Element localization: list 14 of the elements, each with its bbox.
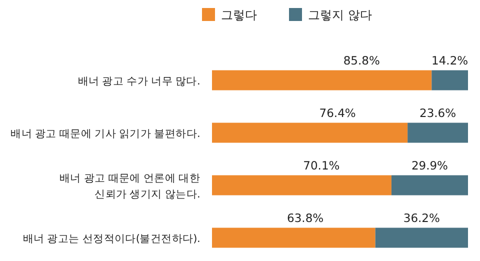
- y-tick-label: 배너 광고 때문에 기사 읽기가 불편하다.: [10, 128, 200, 140]
- y-tick-label: 배너 광고 때문에 언론에 대한 신뢰가 생기지 않는다.: [59, 172, 200, 200]
- data-label: 63.8%: [287, 210, 324, 225]
- data-label: 29.9%: [411, 158, 448, 172]
- data-label: 14.2%: [432, 53, 468, 68]
- data-label: 23.6%: [420, 106, 456, 120]
- data-label: 85.8%: [343, 53, 380, 68]
- data-label: 70.1%: [303, 158, 340, 172]
- data-label: 76.4%: [319, 106, 356, 120]
- legend-label: 그렇지 않다: [308, 8, 372, 22]
- y-tick-label: 배너 광고 수가 너무 많다.: [78, 75, 200, 88]
- data-label: 36.2%: [403, 210, 440, 225]
- legend-label: 그렇다: [221, 8, 257, 22]
- y-tick-label: 배너 광고는 선정적이다(불건전하다).: [22, 232, 200, 245]
